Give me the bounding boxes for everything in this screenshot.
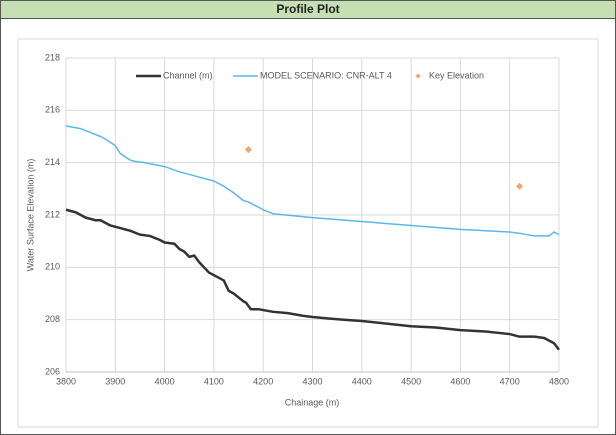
chart-frame [17, 38, 599, 428]
x-tick-label: 4600 [450, 376, 470, 386]
x-tick-label: 4700 [500, 376, 520, 386]
x-tick-label: 4000 [155, 376, 175, 386]
legend-label: Channel (m) [163, 70, 213, 80]
y-tick-label: 208 [45, 314, 60, 324]
y-tick-label: 206 [45, 366, 60, 376]
y-tick-label: 214 [45, 157, 60, 167]
y-tick-label: 212 [45, 209, 60, 219]
key-point [244, 146, 252, 154]
series-line [65, 125, 560, 237]
legend-swatch [415, 73, 421, 79]
x-tick-label: 4200 [253, 376, 273, 386]
key-point [516, 182, 524, 190]
legend-label: MODEL SCENARIO: CNR-ALT 4 [260, 70, 392, 80]
x-tick-label: 4300 [302, 376, 322, 386]
panel-header: Profile Plot [1, 1, 615, 19]
y-tick-label: 218 [45, 52, 60, 62]
legend-label: Key Elevation [429, 70, 484, 80]
x-tick-label: 4100 [204, 376, 224, 386]
y-tick-label: 210 [45, 262, 60, 272]
x-axis-label: Chainage (m) [285, 397, 340, 407]
x-tick-label: 3900 [105, 376, 125, 386]
x-tick-label: 4800 [549, 376, 569, 386]
chart: Chainage (m) Water Surface Elevation (m)… [17, 38, 599, 428]
x-tick-label: 4400 [352, 376, 372, 386]
series-line [65, 208, 560, 351]
y-axis-label: Water Surface Elevation (m) [25, 159, 35, 272]
x-tick-label: 4500 [401, 376, 421, 386]
x-tick-label: 3800 [56, 376, 76, 386]
y-tick-label: 216 [45, 105, 60, 115]
